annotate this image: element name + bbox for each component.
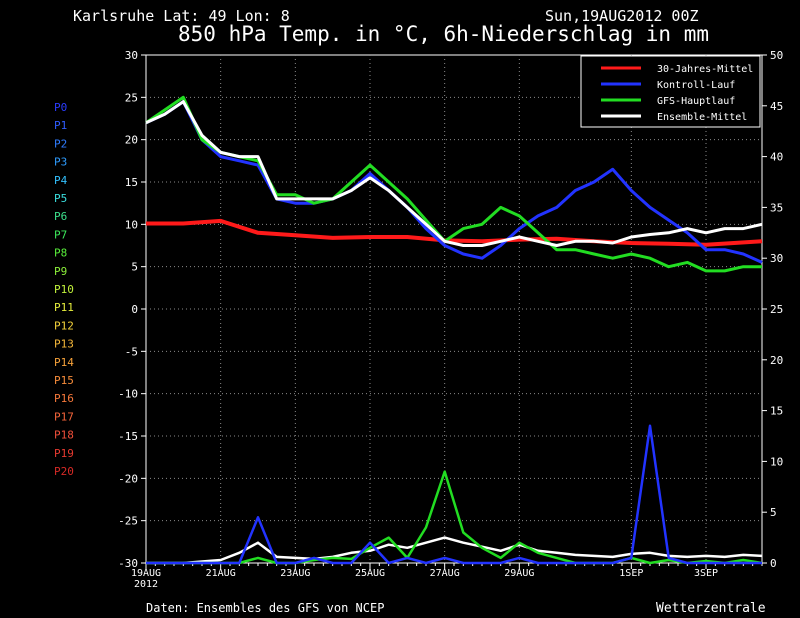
temp-line-kontroll-lauf (145, 100, 763, 264)
x-tick-label: 29AUG (504, 568, 534, 579)
member-label: P17 (54, 410, 74, 423)
x-tick-label: 25AUG (355, 568, 385, 579)
y-right-tick-label: 30 (770, 252, 783, 265)
y-right-tick-label: 35 (770, 201, 783, 214)
y-right-tick-label: 5 (770, 506, 777, 519)
member-label: P18 (54, 429, 74, 442)
x-tick-label: 1SEP (619, 568, 643, 579)
y-right-tick-label: 15 (770, 405, 783, 418)
member-label: P8 (54, 247, 67, 260)
x-tick-label: 27AUG (430, 568, 460, 579)
member-label: P16 (54, 392, 74, 405)
x-axis: 19AUG 2012 21AUG 23AUG 25AUG 27AUG 29AUG 1SEP 3S… (131, 563, 763, 590)
member-label: P5 (54, 192, 67, 205)
member-label: P0 (54, 101, 67, 114)
x-tick-label: 23AUG (280, 568, 310, 579)
y-left-tick-label: 20 (125, 134, 138, 147)
legend-label: 30-Jahres-Mittel (657, 64, 753, 75)
y-left-tick-label: -5 (125, 345, 138, 358)
member-label: P13 (54, 338, 74, 351)
member-label: P14 (54, 356, 74, 369)
member-label: P20 (54, 465, 74, 478)
grid (146, 55, 762, 563)
chart-series (145, 95, 763, 565)
temp-line-gfs-hauptlauf (145, 95, 762, 273)
member-label: P4 (54, 174, 68, 187)
y-left-tick-label: 15 (125, 176, 138, 189)
x-tick-label: 21AUG (206, 568, 236, 579)
y-left-tick-label: -30 (118, 557, 138, 570)
x-tick-label: 19AUG 2012 (131, 568, 161, 590)
y-left-tick-label: 0 (131, 303, 138, 316)
x-tick-label: 3SEP (694, 568, 718, 579)
chart-title: 850 hPa Temp. in °C, 6h-Niederschlag in … (178, 22, 709, 46)
y-right-tick-label: 0 (770, 557, 777, 570)
y-left-tick-label: -10 (118, 388, 138, 401)
y-left-axis: 30 25 20 15 10 5 0 -5 -10 -15 -20 -25 -30 (118, 49, 146, 570)
member-label: P15 (54, 374, 74, 387)
y-right-tick-label: 40 (770, 151, 783, 164)
y-left-tick-label: 25 (125, 91, 138, 104)
location-label: Karlsruhe Lat: 49 Lon: 8 (73, 7, 290, 25)
member-label: P11 (54, 301, 74, 314)
legend: 30-Jahres-Mittel Kontroll-Lauf GFS-Hauptla… (580, 55, 761, 128)
member-label: P10 (54, 283, 74, 296)
member-label: P6 (54, 210, 67, 223)
y-right-tick-label: 20 (770, 354, 783, 367)
member-label: P1 (54, 119, 67, 132)
y-left-tick-label: -20 (118, 472, 138, 485)
y-right-tick-label: 45 (770, 100, 783, 113)
precip-line-kontroll-lauf (146, 424, 762, 565)
y-right-tick-label: 10 (770, 455, 783, 468)
run-label: Sun,19AUG2012 00Z (545, 7, 699, 25)
member-label: P3 (54, 156, 67, 169)
member-label: P2 (54, 137, 67, 150)
legend-label: Ensemble-Mittel (657, 112, 747, 123)
y-right-tick-label: 25 (770, 303, 783, 316)
footer-source: Daten: Ensembles des GFS von NCEP (146, 601, 384, 615)
y-left-tick-label: 10 (125, 218, 138, 231)
y-left-tick-label: -15 (118, 430, 138, 443)
footer-brand: Wetterzentrale (656, 601, 766, 616)
y-left-tick-label: 30 (125, 49, 138, 62)
legend-label: GFS-Hauptlauf (657, 96, 735, 107)
temp-line-ensemble-mittel (145, 100, 763, 247)
member-labels: P0 P1 P2 P3 P4 P5 P6 P7 P8 P9 P10 P11 P12 P13 P14 P15 P1… (54, 101, 74, 478)
member-label: P9 (54, 265, 67, 278)
member-label: P19 (54, 447, 74, 460)
y-right-tick-label: 50 (770, 49, 783, 62)
member-label: P7 (54, 228, 67, 241)
member-label: P12 (54, 319, 74, 332)
legend-label: Kontroll-Lauf (657, 80, 735, 91)
y-left-tick-label: -25 (118, 515, 138, 528)
precip-line-ensemble-mittel (146, 536, 763, 565)
y-left-tick-label: 5 (131, 261, 138, 274)
